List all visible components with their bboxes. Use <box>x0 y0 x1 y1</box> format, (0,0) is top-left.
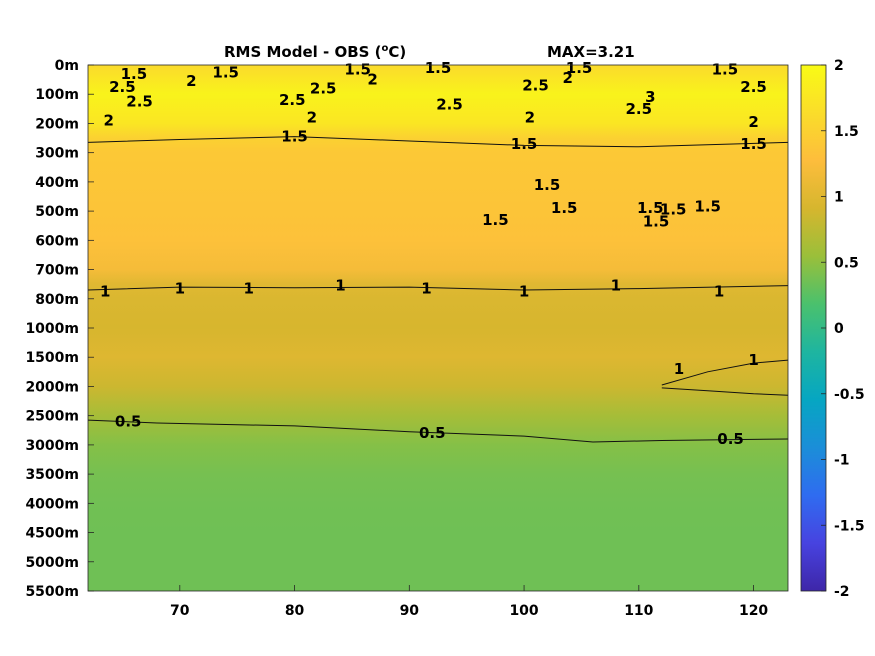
contour-label-17: 2 <box>525 109 535 127</box>
contour-label-41: 1 <box>748 351 758 369</box>
y-tick-label-13: 3000m <box>25 438 79 454</box>
y-tick-label-3: 300m <box>35 146 79 162</box>
chart-title: RMS Model - OBS (oC) <box>224 43 406 61</box>
colorbar-tick-label-3: 0.5 <box>834 255 859 271</box>
contour-label-11: 1.5 <box>281 128 308 146</box>
contour-label-2: 1.5 <box>212 63 239 81</box>
contour-label-42: 0.5 <box>115 413 142 431</box>
colorbar-tick-label-1: 1.5 <box>834 124 859 140</box>
contour-lines <box>88 136 788 443</box>
x-tick-label-4: 110 <box>624 603 653 619</box>
y-tick-label-16: 4500m <box>25 526 79 542</box>
colorbar-tick-label-6: -1 <box>834 453 850 469</box>
colorbar-tick-label-8: -2 <box>834 584 850 600</box>
contour-label-22: 2.5 <box>740 78 767 96</box>
chart-title-unit: C) <box>388 43 406 61</box>
x-tick-label-3: 100 <box>509 603 538 619</box>
contour-label-18: 1.5 <box>511 135 538 153</box>
y-axis: 0m 100m 200m 300m 400m 500m 600m 700m 800m 1000m 1… <box>25 58 94 600</box>
y-tick-label-14: 3500m <box>25 467 79 483</box>
y-tick-label-4: 400m <box>35 175 79 191</box>
x-tick-label-1: 80 <box>285 603 305 619</box>
y-tick-label-18: 5500m <box>25 584 79 600</box>
contour-label-37: 1 <box>519 283 529 301</box>
contour-label-30: 1.5 <box>660 201 687 219</box>
contour-line-1 <box>88 285 788 291</box>
contour-label-29: 1.5 <box>643 212 670 230</box>
contour-line-2 <box>661 359 788 386</box>
x-axis: 70 80 90 100 110 120 <box>170 585 768 619</box>
contour-label-21: 1.5 <box>712 60 739 78</box>
contour-label-25: 1.5 <box>534 176 561 194</box>
contour-label-0: 1.5 <box>121 65 148 83</box>
heatmap-background <box>88 65 788 591</box>
contour-label-31: 1.5 <box>694 198 721 216</box>
y-tick-label-9: 1000m <box>25 321 79 337</box>
contour-labels: 1.5 2 1.52.52.521.522.52.521.51.52.521.52.… <box>100 59 767 448</box>
y-tick-label-12: 2500m <box>25 409 79 425</box>
contour-label-36: 1 <box>421 280 431 298</box>
contour-label-28: 1.5 <box>637 199 664 217</box>
y-tick-label-8: 800m <box>35 292 79 308</box>
chart-title-main: RMS Model - OBS ( <box>224 43 382 61</box>
colorbar-tick-label-7: -1.5 <box>834 518 865 534</box>
y-tick-label-7: 700m <box>35 263 79 279</box>
chart-title-degree: o <box>382 43 389 54</box>
contour-label-15: 1.5 <box>566 59 593 77</box>
contour-label-40: 1 <box>674 360 684 378</box>
y-tick-label-2: 200m <box>35 116 79 132</box>
contour-label-4: 2.5 <box>126 93 153 111</box>
contour-label-24: 1.5 <box>740 135 767 153</box>
contour-label-12: 1.5 <box>425 59 452 77</box>
contour-label-32: 1 <box>100 283 110 301</box>
x-tick-label-5: 120 <box>739 603 768 619</box>
contour-label-10: 2 <box>307 109 317 127</box>
y-tick-label-17: 5000m <box>25 555 79 571</box>
contour-label-39: 1 <box>714 283 724 301</box>
contour-label-7: 2 <box>367 71 377 89</box>
contour-line-3 <box>661 387 788 396</box>
contour-label-38: 1 <box>611 277 621 295</box>
contour-label-26: 1.5 <box>551 199 578 217</box>
contour-label-23: 2 <box>748 113 758 131</box>
contour-label-14: 2 <box>562 69 572 87</box>
contour-label-5: 2 <box>103 112 113 130</box>
contour-label-8: 2.5 <box>310 79 337 97</box>
contour-label-20: 2.5 <box>626 100 653 118</box>
y-tick-label-6: 600m <box>35 233 79 249</box>
y-tick-label-1: 100m <box>35 87 79 103</box>
contour-line-4 <box>88 419 788 443</box>
x-tick-label-0: 70 <box>170 603 190 619</box>
contour-label-1: 2 <box>186 72 196 90</box>
y-tick-label-5: 500m <box>35 204 79 220</box>
contour-label-43: 0.5 <box>419 424 446 442</box>
contour-label-35: 1 <box>335 277 345 295</box>
colorbar-tick-label-4: 0 <box>834 321 844 337</box>
chart-max-label: MAX=3.21 <box>547 43 635 61</box>
colorbar-tick-label-2: 1 <box>834 190 844 206</box>
contour-line-0 <box>88 136 788 148</box>
colorbar: 2 1.5 1 0.5 0 -0.5 -1 -1.5 -2 <box>800 58 865 600</box>
contour-label-16: 2.5 <box>522 77 549 95</box>
contour-label-9: 2.5 <box>279 91 306 109</box>
y-tick-label-0: 0m <box>55 58 79 74</box>
colorbar-tick-label-0: 2 <box>834 58 844 74</box>
y-tick-label-11: 2000m <box>25 379 79 395</box>
y-tick-label-10: 1500m <box>25 350 79 366</box>
contour-label-3: 2.5 <box>109 78 136 96</box>
y-tick-label-15: 4000m <box>25 496 79 512</box>
contour-label-19: 3 <box>645 88 655 106</box>
contour-label-33: 1 <box>175 280 185 298</box>
contour-label-44: 0.5 <box>717 430 744 448</box>
colorbar-tick-label-5: -0.5 <box>834 387 865 403</box>
x-tick-label-2: 90 <box>400 603 420 619</box>
contour-label-13: 2.5 <box>436 96 463 114</box>
contour-label-34: 1 <box>243 280 253 298</box>
heatmap-field <box>88 65 788 591</box>
contour-label-27: 1.5 <box>482 211 509 229</box>
